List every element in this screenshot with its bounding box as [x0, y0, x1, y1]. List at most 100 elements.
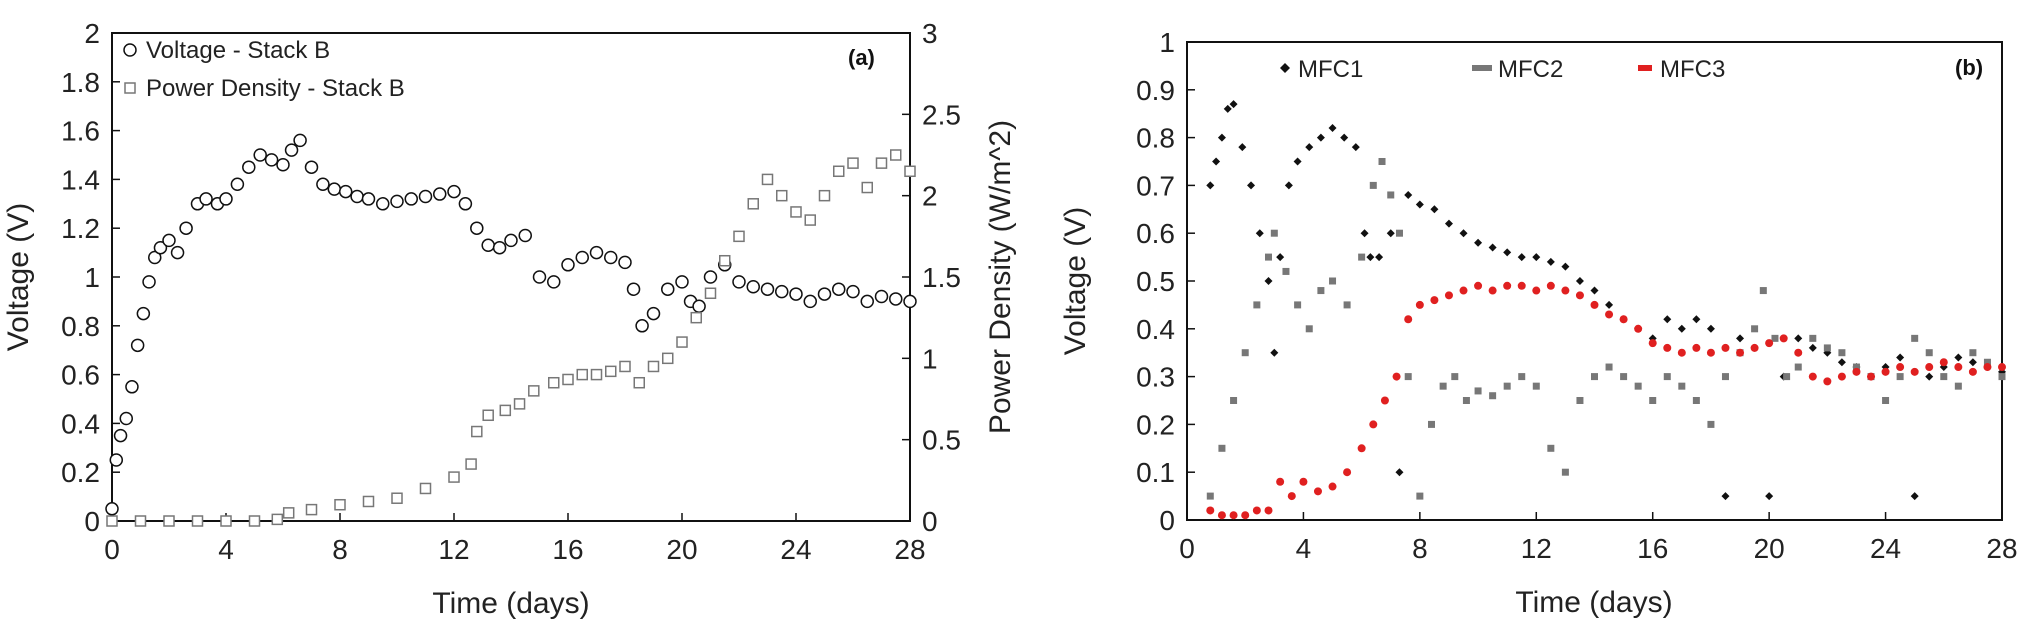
- data-point-voltage-stack-b: [304, 160, 319, 174]
- data-point-mfc3: [1229, 511, 1238, 520]
- data-point-voltage-stack-b: [253, 148, 267, 162]
- data-point-mfc3: [1910, 367, 1919, 376]
- data-point-power-density-stack-b: [676, 336, 688, 348]
- data-point-power-density-stack-b: [704, 287, 717, 300]
- data-point-voltage-stack-b: [130, 338, 145, 353]
- data-point-voltage-stack-b: [675, 275, 689, 289]
- data-point-power-density-stack-b: [847, 157, 859, 169]
- data-point-mfc2: [1462, 397, 1470, 404]
- data-point-voltage-stack-b: [760, 282, 775, 296]
- y-tick-label: 0.7: [1136, 170, 1175, 201]
- data-point-mfc2: [1241, 349, 1249, 357]
- data-point-mfc1: [1328, 124, 1337, 133]
- data-point-voltage-stack-b: [433, 187, 447, 201]
- data-point-voltage-stack-b: [458, 197, 473, 211]
- data-point-voltage-stack-b: [481, 238, 495, 253]
- data-point-mfc3: [1779, 334, 1788, 343]
- legend-label-power: Power Density - Stack B: [146, 75, 405, 102]
- data-point-mfc2: [1230, 397, 1238, 404]
- data-point-mfc2: [1294, 301, 1302, 309]
- data-point-mfc3: [1867, 372, 1876, 381]
- data-point-mfc3: [1488, 286, 1497, 295]
- data-point-mfc2: [1998, 373, 2006, 381]
- data-point-power-density-stack-b: [662, 352, 674, 365]
- x-tick-label: 20: [1754, 533, 1785, 564]
- data-point-power-density-stack-b: [362, 495, 375, 508]
- y-tick-label: 0.2: [61, 457, 100, 488]
- data-point-mfc2: [1265, 253, 1272, 261]
- data-point-voltage-stack-b: [775, 284, 789, 299]
- data-point-mfc2: [1663, 373, 1671, 381]
- data-point-mfc3: [1357, 444, 1366, 453]
- data-point-voltage-stack-b: [109, 453, 124, 467]
- data-point-mfc3: [1459, 286, 1468, 295]
- data-point-mfc2: [1358, 253, 1366, 261]
- y2-axis-ticks-a: 0 0.5 1 1.5 2 2.5 3: [902, 18, 961, 537]
- y2-tick-label: 0: [922, 506, 938, 537]
- data-point-mfc3: [1677, 348, 1686, 357]
- data-point-voltage-stack-b: [276, 158, 290, 172]
- data-point-voltage-stack-b: [113, 428, 128, 443]
- x-tick-label: 28: [894, 534, 925, 565]
- x-tick-label: 28: [1986, 533, 2017, 564]
- data-point-power-density-stack-b: [220, 515, 232, 527]
- data-point-mfc1: [1794, 334, 1803, 343]
- data-point-mfc1: [1837, 358, 1846, 367]
- data-point-power-density-stack-b: [733, 230, 745, 243]
- data-point-mfc1: [1736, 334, 1745, 343]
- data-point-mfc2: [1547, 444, 1555, 452]
- data-point-power-density-stack-b: [690, 311, 702, 324]
- data-point-mfc3: [1721, 343, 1730, 352]
- data-point-voltage-stack-b: [703, 270, 718, 284]
- data-point-mfc1: [1575, 277, 1584, 285]
- data-point-mfc1: [1270, 348, 1279, 357]
- data-point-mfc3: [1343, 468, 1352, 477]
- data-point-mfc1: [1206, 181, 1215, 190]
- data-point-mfc3: [1750, 343, 1759, 352]
- data-point-voltage-stack-b: [338, 184, 353, 199]
- data-point-voltage-stack-b: [284, 143, 299, 157]
- data-point-power-density-stack-b: [482, 409, 494, 422]
- legend-label-voltage: Voltage - Stack B: [146, 37, 330, 64]
- data-point-mfc2: [1305, 325, 1313, 333]
- y-tick-label: 1: [1159, 27, 1175, 58]
- data-point-mfc1: [1395, 468, 1404, 477]
- data-point-voltage-stack-b: [105, 502, 119, 516]
- data-point-mfc2: [1882, 397, 1890, 404]
- data-point-voltage-stack-b: [626, 282, 641, 296]
- data-point-mfc3: [1605, 310, 1614, 319]
- data-point-mfc2: [1954, 382, 1962, 390]
- data-point-mfc2: [1620, 373, 1628, 381]
- data-point-voltage-stack-b: [418, 189, 433, 204]
- data-point-mfc3: [1765, 339, 1774, 348]
- data-point-mfc3: [1287, 492, 1296, 501]
- y-tick-label: 0.8: [1136, 123, 1175, 154]
- data-point-mfc2: [1925, 349, 1933, 357]
- data-point-mfc3: [1692, 343, 1701, 352]
- y2-tick-label: 3: [922, 18, 938, 49]
- data-point-mfc1: [1459, 229, 1468, 238]
- data-point-voltage-stack-b: [390, 194, 404, 209]
- data-point-power-density-stack-b: [305, 503, 318, 516]
- data-point-mfc3: [1532, 286, 1541, 295]
- data-point-mfc2: [1489, 392, 1497, 400]
- y2-axis-title-a: Power Density (W/m^2): [984, 120, 1017, 434]
- x-axis-ticks-a: 0 4 8 12 16 20 24 28: [104, 513, 926, 565]
- data-point-voltage-stack-b: [518, 228, 532, 243]
- data-point-power-density-stack-b: [271, 513, 284, 526]
- data-point-mfc2: [1809, 334, 1817, 342]
- legend-marker-power: [124, 82, 136, 94]
- legend-label-mfc3: MFC3: [1660, 56, 1725, 83]
- data-point-mfc2: [1605, 363, 1613, 371]
- data-point-mfc2: [1852, 363, 1860, 371]
- data-point-power-density-stack-b: [391, 492, 403, 504]
- data-point-voltage-stack-b: [547, 275, 561, 289]
- data-point-power-density-stack-b: [776, 189, 788, 202]
- data-point-power-density-stack-b: [761, 173, 774, 186]
- data-point-mfc1: [1217, 133, 1226, 142]
- data-point-mfc1: [1488, 243, 1497, 252]
- data-point-voltage-stack-b: [361, 192, 376, 206]
- y2-tick-label: 0.5: [922, 425, 961, 456]
- data-point-power-density-stack-b: [471, 425, 483, 438]
- data-point-voltage-stack-b: [199, 192, 213, 206]
